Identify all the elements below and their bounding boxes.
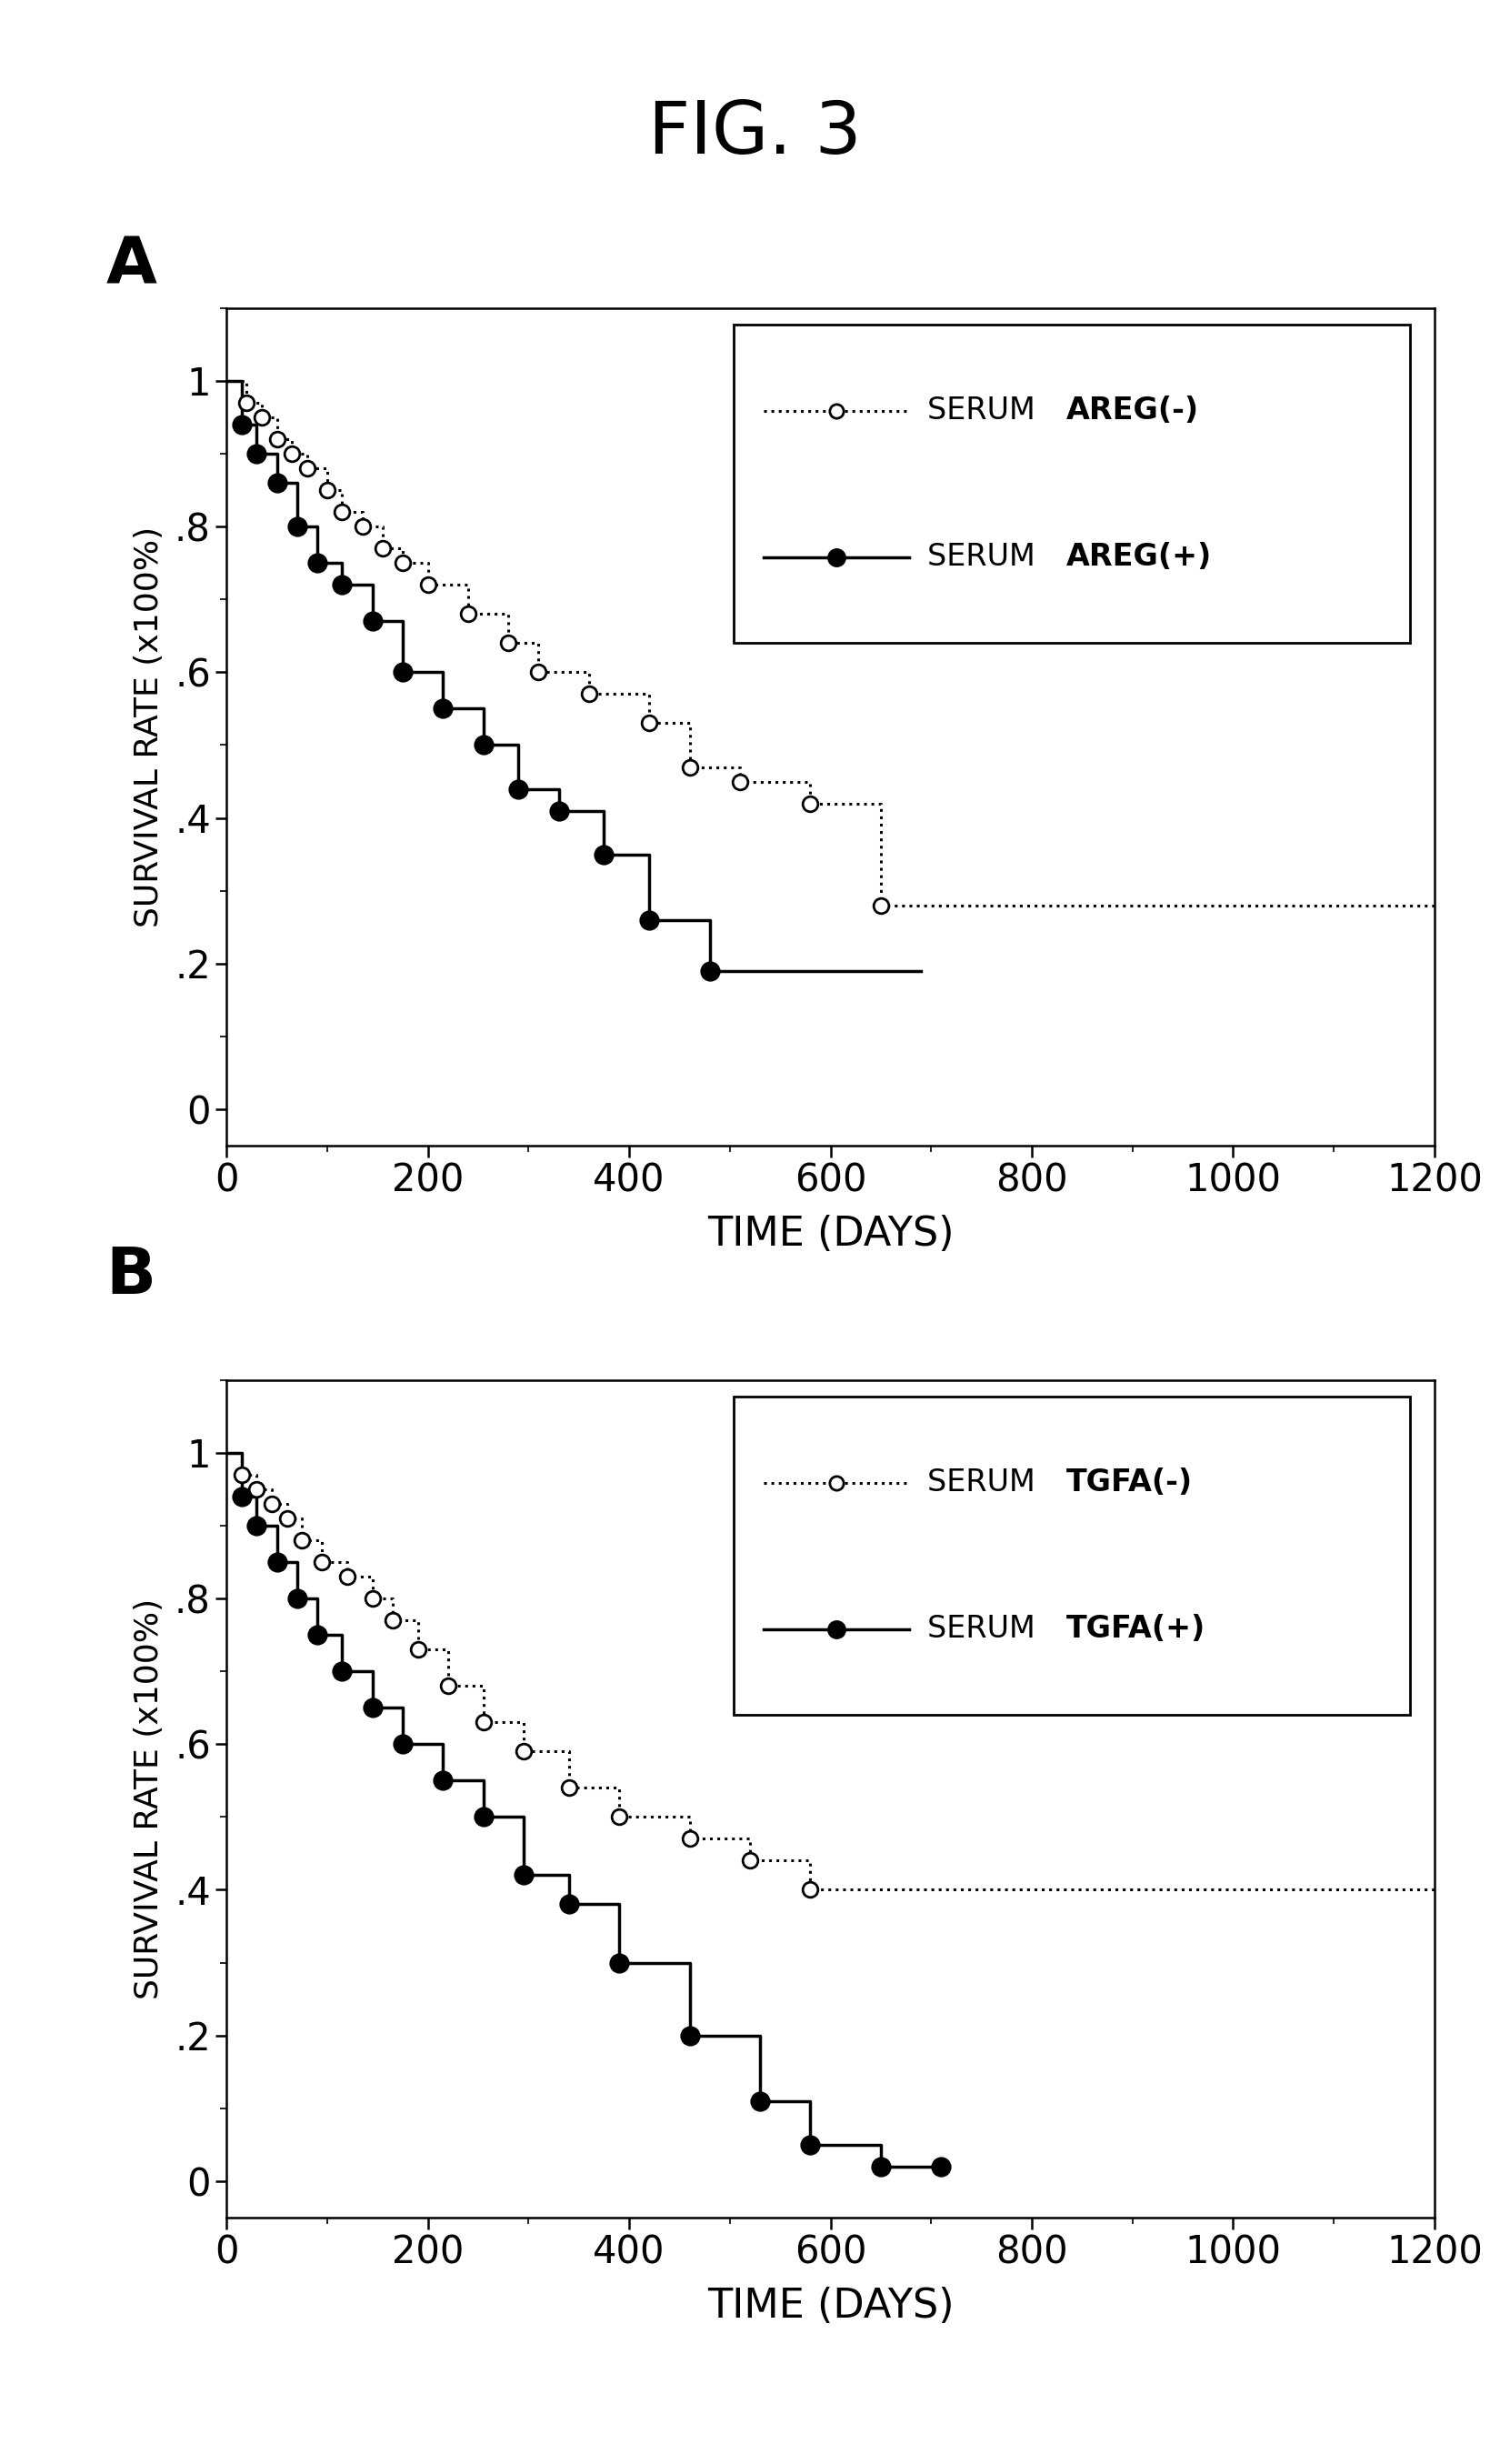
X-axis label: TIME (DAYS): TIME (DAYS) [707,1215,954,1254]
Text: TGFA(-): TGFA(-) [1066,1469,1193,1498]
Text: AREG(+): AREG(+) [1066,542,1211,572]
Text: FIG. 3: FIG. 3 [648,99,862,170]
Text: TGFA(+): TGFA(+) [1066,1614,1205,1643]
Text: AREG(-): AREG(-) [1066,397,1199,426]
X-axis label: TIME (DAYS): TIME (DAYS) [707,2287,954,2326]
Text: SERUM: SERUM [927,542,1045,572]
Text: SERUM: SERUM [927,397,1045,426]
Text: SERUM: SERUM [927,1614,1045,1643]
Text: B: B [106,1244,156,1306]
Y-axis label: SURVIVAL RATE (x100%): SURVIVAL RATE (x100%) [133,527,165,926]
Text: SERUM: SERUM [927,1469,1045,1498]
Y-axis label: SURVIVAL RATE (x100%): SURVIVAL RATE (x100%) [133,1599,165,1998]
Text: A: A [106,234,157,296]
Bar [734,325,1410,643]
Bar [734,1397,1410,1715]
